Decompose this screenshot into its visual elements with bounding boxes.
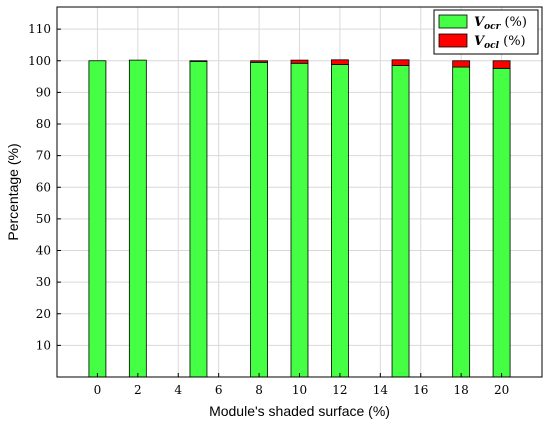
x-tick-label: 20 xyxy=(494,383,509,397)
legend-swatch-ocl xyxy=(438,33,468,48)
bar-ocl-10 xyxy=(290,59,309,64)
bar-ocr-20 xyxy=(492,67,511,378)
y-tick-label: 90 xyxy=(36,85,51,99)
x-axis-label: Module's shaded surface (%) xyxy=(209,403,390,419)
bar-ocl-18 xyxy=(452,60,471,68)
bars xyxy=(88,59,511,378)
bar-ocl-20 xyxy=(492,60,511,69)
y-tick-label: 40 xyxy=(36,244,51,258)
bar-ocr-8 xyxy=(250,61,268,378)
x-tick-label: 6 xyxy=(215,383,223,397)
x-tick-label: 8 xyxy=(255,383,263,397)
bar-ocr-12 xyxy=(331,64,349,378)
x-tick-label: 2 xyxy=(134,383,142,397)
bar-ocr-2 xyxy=(128,59,147,378)
bar-ocl-5 xyxy=(189,60,208,62)
x-tick-label: 4 xyxy=(174,383,182,397)
bar-ocr-10 xyxy=(290,62,309,378)
x-tick-label: 18 xyxy=(454,383,469,397)
y-tick-label: 30 xyxy=(36,275,51,289)
y-tick-label: 70 xyxy=(36,149,51,163)
legend-label-ocl: Vocl (%) xyxy=(474,34,526,51)
bar-ocl-15 xyxy=(391,59,410,66)
y-tick-label: 50 xyxy=(36,212,51,226)
legend-label-ocr: Vocr (%) xyxy=(474,15,527,32)
y-axis-label: Percentage (%) xyxy=(5,143,21,240)
bar-ocl-8 xyxy=(250,60,268,63)
y-tick-label: 100 xyxy=(28,54,51,68)
x-tick-label: 16 xyxy=(413,383,428,397)
y-tick-label: 20 xyxy=(36,307,51,321)
x-axis-ticks: 0 2 4 6 8 10 12 14 16 18 20 xyxy=(94,373,509,397)
bar-ocr-5 xyxy=(189,60,208,378)
x-tick-label: 12 xyxy=(332,383,347,397)
bar-ocr-0 xyxy=(88,60,107,378)
y-axis-ticks: 10 20 30 40 50 60 70 80 90 100 110 xyxy=(28,22,61,352)
x-tick-label: 10 xyxy=(292,383,307,397)
x-tick-label: 14 xyxy=(373,383,389,397)
y-tick-label: 60 xyxy=(36,180,51,194)
bar-ocr-15 xyxy=(391,65,410,378)
y-tick-label: 80 xyxy=(36,117,51,131)
bar-ocl-12 xyxy=(331,59,349,65)
y-tick-label: 110 xyxy=(28,22,51,36)
legend: Vocr (%) Vocl (%) xyxy=(433,9,539,55)
bar-ocr-18 xyxy=(452,66,471,378)
x-tick-label: 0 xyxy=(94,383,102,397)
y-tick-label: 10 xyxy=(36,338,51,352)
legend-swatch-ocr xyxy=(438,14,468,29)
